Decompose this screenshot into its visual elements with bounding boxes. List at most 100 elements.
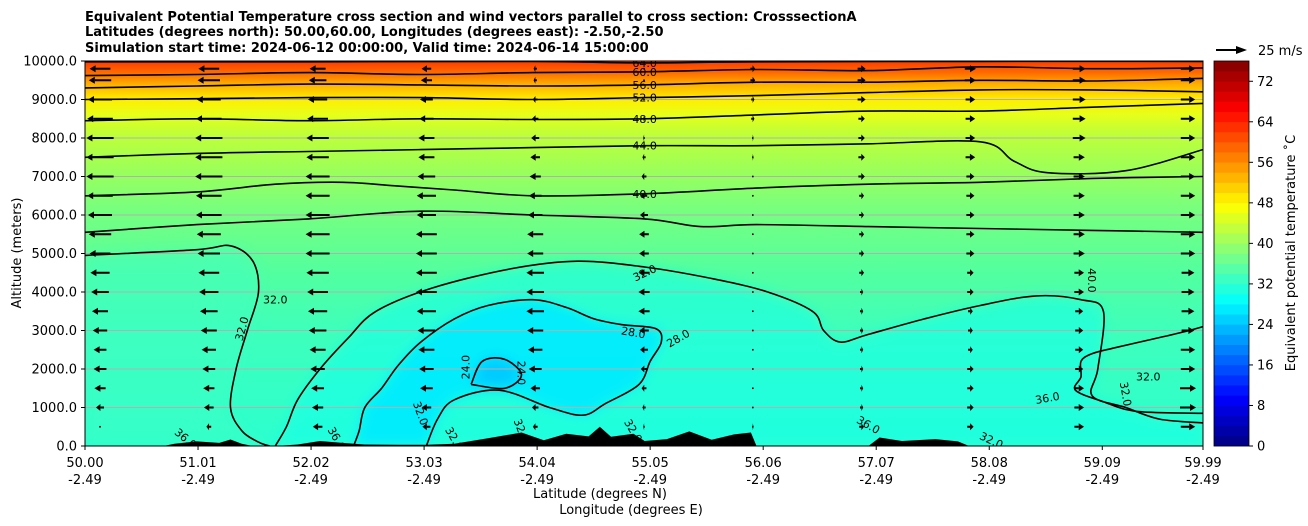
wind-vector [1180, 384, 1196, 392]
wind-vector [860, 327, 864, 334]
wind-vector [308, 327, 327, 334]
wind-vector [90, 269, 110, 277]
wind-vector [528, 365, 542, 373]
svg-text:36.0: 36.0 [1034, 390, 1060, 407]
contour-label: 40.0 [632, 188, 657, 201]
wind-vector [307, 288, 328, 296]
wind-vector [638, 269, 650, 277]
colorbar-band [1214, 385, 1249, 396]
wind-vector [306, 134, 329, 142]
chart-title: Equivalent Potential Temperature cross s… [85, 10, 857, 56]
wind-vector [858, 173, 865, 180]
wind-vector [532, 96, 538, 103]
colorbar-band [1214, 101, 1249, 112]
wind-vector [533, 65, 537, 73]
colorbar-band [1214, 111, 1249, 123]
wind-vector [417, 327, 436, 334]
fill-region-34 [85, 245, 270, 446]
wind-vector [752, 175, 754, 178]
wind-vector [858, 115, 865, 123]
wind-vector [306, 269, 329, 277]
wind-vector [860, 384, 864, 392]
y-axis-label: Altitude (meters) [10, 198, 25, 309]
wind-vector [860, 404, 864, 411]
wind-vector [1180, 346, 1196, 354]
wind-vector [860, 365, 864, 373]
wind-vector [307, 115, 328, 123]
wind-vector [860, 307, 864, 315]
x-tick-label-lon: -2.49 [1085, 473, 1119, 488]
terrain-silhouette [85, 426, 1203, 446]
x-tick-label-lon: -2.49 [859, 473, 893, 488]
wind-vector [312, 423, 323, 431]
colorbar-band [1214, 162, 1249, 173]
wind-vector [416, 192, 436, 200]
wind-vector [1181, 288, 1195, 296]
wind-vector [532, 423, 538, 431]
wind-vector [1180, 365, 1196, 373]
wind-vector [1180, 404, 1196, 411]
wind-vector [1075, 346, 1084, 354]
svg-text:52.0: 52.0 [632, 92, 657, 105]
wind-vector [1180, 173, 1196, 180]
svg-text:32.0: 32.0 [263, 294, 288, 307]
wind-vector [305, 211, 330, 219]
wind-vector [89, 65, 111, 73]
contour-line-36 [85, 210, 1203, 234]
wind-vector [527, 327, 544, 334]
contour-line-36 [85, 244, 270, 446]
wind-vector [308, 307, 328, 315]
wind-vector [858, 134, 865, 142]
colorbar-band [1214, 273, 1249, 285]
wind-vector [418, 134, 435, 142]
wind-vector [195, 173, 223, 180]
x-tick-label-lat: 58.08 [971, 456, 1008, 471]
x-tick-label-lon: -2.49 [633, 473, 667, 488]
wind-vector [531, 134, 540, 142]
colorbar-band [1214, 212, 1249, 224]
wind-vector [200, 307, 218, 315]
svg-text:24.0: 24.0 [515, 361, 528, 386]
wind-vector [643, 67, 645, 70]
wind-vector [751, 96, 755, 103]
wind-vector [1180, 65, 1196, 73]
wind-vector [1181, 327, 1195, 334]
wind-vector [308, 96, 328, 103]
colorbar-band [1214, 354, 1249, 366]
contour-label: 24.0 [515, 361, 528, 386]
wind-vector [966, 250, 975, 257]
wind-vector [964, 65, 976, 73]
wind-vector [203, 384, 215, 392]
wind-vector [197, 76, 220, 84]
quiver-key-label: 25 m/s [1258, 44, 1303, 59]
wind-vector [526, 307, 544, 315]
wind-vector [638, 288, 650, 296]
x-tick-label-lat: 51.01 [179, 456, 216, 471]
wind-vector [96, 404, 104, 411]
contour-label: 32.0 [1117, 381, 1134, 407]
wind-vector [92, 327, 108, 334]
wind-vector [528, 346, 543, 354]
wind-vector [526, 269, 544, 277]
contour-label: 56.0 [632, 79, 657, 92]
svg-text:32.0: 32.0 [233, 315, 252, 342]
colorbar-tick-label: 24 [1257, 318, 1274, 333]
colorbar-band [1214, 435, 1249, 447]
wind-vector [752, 348, 754, 351]
wind-vector [86, 134, 114, 142]
wind-vector [418, 346, 435, 354]
contour-label: 32.0 [263, 294, 288, 307]
wind-vector [643, 98, 645, 101]
y-tick-label: 6000.0 [32, 209, 78, 224]
wind-vector [1072, 115, 1086, 123]
wind-vector [638, 307, 650, 315]
wind-vector [420, 96, 433, 103]
y-tick-label: 1000.0 [32, 401, 78, 416]
svg-text:64.0: 64.0 [632, 57, 657, 70]
wind-vector [751, 115, 755, 123]
colorbar-tick-label: 48 [1257, 196, 1274, 211]
x-tick-label-lat: 59.09 [1084, 456, 1121, 471]
wind-vector [857, 65, 866, 73]
wind-vector [526, 288, 544, 296]
colorbar-band [1214, 91, 1249, 102]
